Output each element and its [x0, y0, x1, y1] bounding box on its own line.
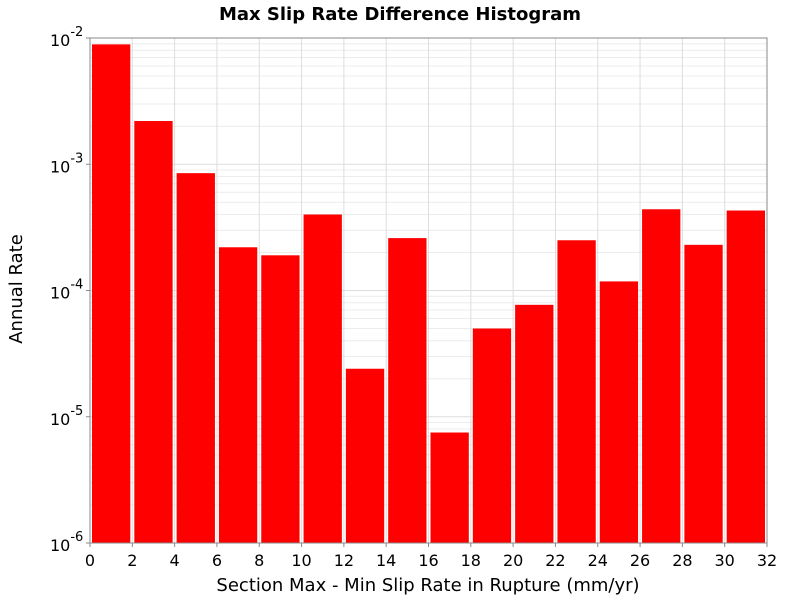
chart-title: Max Slip Rate Difference Histogram [219, 4, 581, 25]
histogram-bar-14 [642, 209, 681, 543]
x-tick-label: 32 [757, 551, 777, 570]
y-axis-ticks: 10-6 10-5 10-4 10-3 10-2 [50, 25, 90, 555]
histogram-bar-3 [176, 173, 215, 543]
x-tick-label: 26 [630, 551, 650, 570]
histogram-bar-9 [430, 432, 469, 543]
x-tick-label: 14 [376, 551, 396, 570]
x-tick-label: 8 [254, 551, 264, 570]
histogram-bar-11 [515, 304, 554, 543]
histogram-bar-16 [726, 210, 765, 544]
x-tick-label: 4 [170, 551, 180, 570]
x-axis-label: Section Max - Min Slip Rate in Rupture (… [216, 575, 639, 596]
x-axis-ticks: 0 2 4 6 8 10 12 14 16 18 20 22 24 26 28 30 32 [85, 543, 777, 570]
x-tick-label: 30 [715, 551, 735, 570]
y-tick-label: 10-3 [50, 151, 83, 176]
x-tick-label: 20 [503, 551, 523, 570]
histogram-bar-1 [92, 44, 131, 543]
y-axis-label: Annual Rate [6, 234, 27, 344]
histogram-bar-8 [388, 238, 427, 543]
x-tick-label: 18 [461, 551, 481, 570]
histogram-bar-6 [303, 214, 342, 543]
histogram-bar-2 [134, 121, 173, 543]
histogram-bar-7 [345, 368, 385, 543]
x-tick-label: 16 [418, 551, 438, 570]
x-tick-label: 24 [588, 551, 608, 570]
histogram-bar-15 [684, 244, 723, 544]
y-tick-label: 10-5 [50, 404, 83, 429]
x-tick-label: 28 [672, 551, 692, 570]
histogram-bar-12 [557, 240, 596, 543]
x-tick-label: 22 [545, 551, 565, 570]
y-tick-label: 10-6 [50, 530, 83, 555]
x-tick-label: 12 [334, 551, 354, 570]
x-tick-label: 2 [127, 551, 137, 570]
histogram-bar-13 [599, 281, 639, 543]
y-tick-label: 10-4 [50, 278, 83, 303]
histogram-bar-5 [261, 255, 300, 543]
histogram-bar-4 [218, 247, 258, 543]
x-tick-label: 0 [85, 551, 95, 570]
bar-layer [92, 44, 765, 544]
histogram-bar-10 [472, 328, 512, 543]
x-tick-label: 10 [291, 551, 311, 570]
y-tick-label: 10-2 [50, 25, 83, 50]
x-tick-label: 6 [212, 551, 222, 570]
